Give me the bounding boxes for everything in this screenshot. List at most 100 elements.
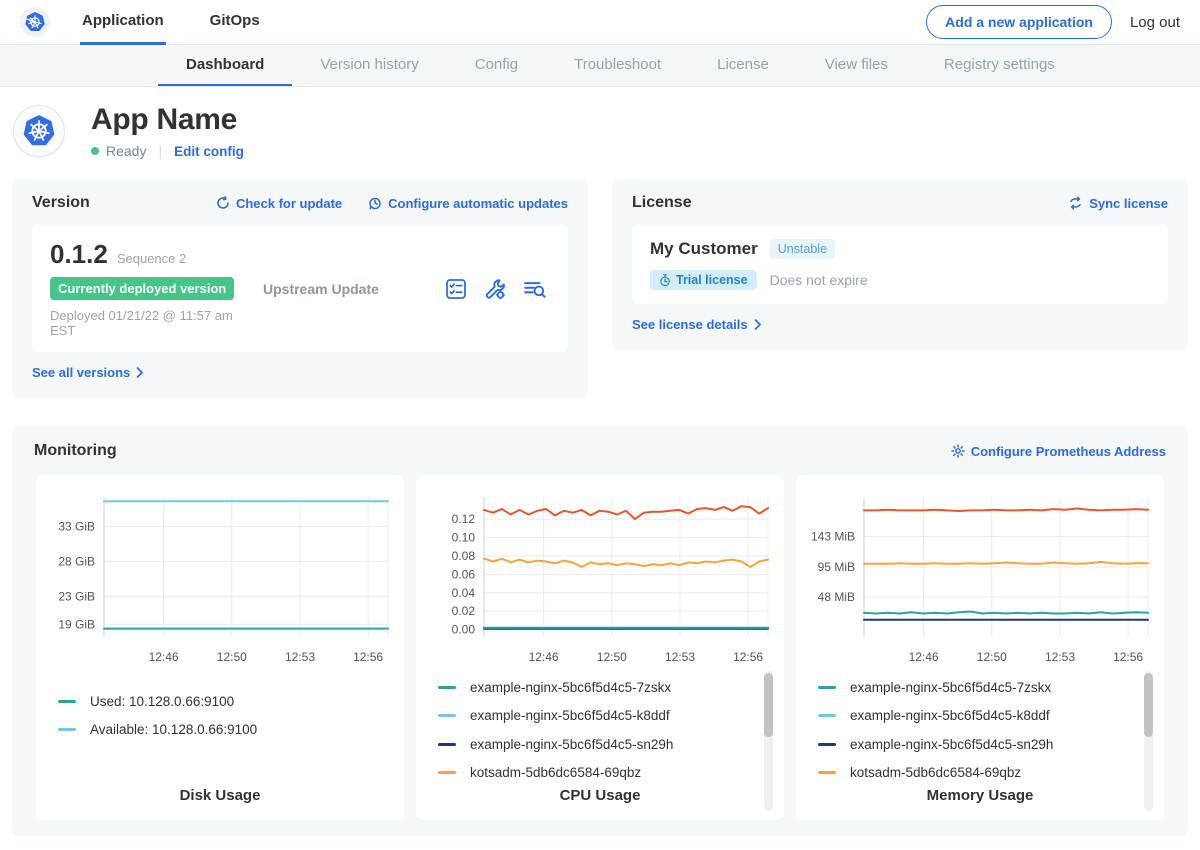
- status-label: Ready: [106, 143, 147, 159]
- legend-scrollbar-track[interactable]: [1144, 671, 1153, 811]
- app-sub-nav: Dashboard Version history Config Trouble…: [0, 45, 1200, 87]
- svg-text:12:50: 12:50: [597, 650, 627, 664]
- chevron-right-icon: [136, 367, 144, 378]
- logout-button[interactable]: Log out: [1129, 13, 1180, 31]
- legend-item: kotsadm-5db6dc6584-69qbz: [818, 759, 1138, 788]
- chart-plot: 12:46 12:50 12:53 12:56 33 GiB 28 GiB 23 GiB 19…: [58, 497, 389, 664]
- license-type-badge: Trial license: [650, 270, 757, 290]
- legend-scrollbar-thumb[interactable]: [764, 673, 773, 737]
- series-color-dash: [58, 728, 76, 732]
- customer-name: My Customer: [650, 239, 758, 258]
- page-title: App Name: [91, 103, 237, 136]
- legend-scrollbar-track[interactable]: [764, 671, 773, 811]
- refresh-icon: [217, 196, 229, 209]
- svg-text:12:46: 12:46: [149, 650, 179, 664]
- legend-item: example-nginx-5bc6f5d4c5-k8ddf: [438, 702, 758, 731]
- legend-item: Available: 10.128.0.66:9100: [58, 716, 378, 745]
- license-expiry: Does not expire: [769, 272, 868, 288]
- nav-tab-application[interactable]: Application: [80, 0, 166, 45]
- series-color-dash: [438, 742, 456, 746]
- checklist-icon[interactable]: [445, 278, 467, 300]
- top-nav: Application GitOps Add a new application…: [0, 0, 1200, 45]
- series-color-dash: [58, 699, 76, 703]
- file-search-icon[interactable]: [523, 278, 546, 300]
- legend-item: kotsadm-5db6dc6584-69qbz: [438, 759, 758, 788]
- svg-text:12:50: 12:50: [217, 650, 247, 664]
- chart-card-disk-usage: 12:46 12:50 12:53 12:56 33 GiB 28 GiB 23 GiB 19…: [36, 475, 404, 820]
- svg-text:33 GiB: 33 GiB: [58, 519, 95, 533]
- chart-plot: 12:46 12:50 12:53 12:56 0.12 0.10 0.08 0.06 0.04…: [452, 497, 769, 664]
- svg-text:12:56: 12:56: [353, 650, 383, 664]
- monitoring-charts: 12:46 12:50 12:53 12:56 33 GiB 28 GiB 23 GiB 19…: [24, 475, 1176, 820]
- svg-text:0.04: 0.04: [452, 586, 476, 600]
- tab-view-files[interactable]: View files: [824, 56, 888, 73]
- tab-config[interactable]: Config: [474, 56, 519, 73]
- monitoring-title: Monitoring: [34, 442, 117, 459]
- svg-text:48 MiB: 48 MiB: [818, 590, 855, 604]
- deployed-timestamp: Deployed 01/21/22 @ 11:57 am EST: [50, 308, 233, 338]
- divider: |: [158, 143, 163, 159]
- stopwatch-icon: [660, 273, 670, 286]
- license-panel: License Sync license My Customer Unstabl…: [612, 179, 1188, 350]
- version-panel-title: Version: [32, 194, 90, 211]
- legend-item: Used: 10.128.0.66:9100: [58, 687, 378, 716]
- clock-refresh-icon: [369, 197, 381, 210]
- deployed-badge: Currently deployed version: [50, 277, 235, 300]
- svg-text:28 GiB: 28 GiB: [58, 554, 95, 568]
- version-source-label: Upstream Update: [263, 280, 379, 297]
- tab-troubleshoot[interactable]: Troubleshoot: [574, 56, 662, 73]
- channel-badge: Unstable: [769, 239, 836, 259]
- series-color-dash: [818, 742, 836, 746]
- tab-registry-settings[interactable]: Registry settings: [943, 56, 1055, 73]
- series-color-dash: [818, 714, 836, 718]
- chart-card-cpu-usage: 12:46 12:50 12:53 12:56 0.12 0.10 0.08 0.06 0.04…: [416, 475, 784, 820]
- svg-text:12:46: 12:46: [529, 650, 559, 664]
- svg-text:0.06: 0.06: [452, 567, 476, 581]
- add-application-button[interactable]: Add a new application: [926, 5, 1112, 39]
- sequence-label: Sequence 2: [116, 251, 187, 266]
- wrench-gear-icon[interactable]: [484, 278, 506, 300]
- series-color-dash: [438, 685, 456, 689]
- svg-text:19 GiB: 19 GiB: [58, 617, 95, 631]
- series-color-dash: [818, 771, 836, 775]
- chart-card-memory-usage: 12:46 12:50 12:53 12:56 143 MiB 95 MiB 48 MiB e…: [796, 475, 1164, 820]
- configure-automatic-updates-link[interactable]: Configure automatic updates: [368, 196, 568, 211]
- monitoring-panel: Monitoring Configure Prometheus Address …: [12, 426, 1188, 836]
- legend-item: example-nginx-5bc6f5d4c5-k8ddf: [818, 702, 1138, 731]
- chart-legend: example-nginx-5bc6f5d4c5-7zskx example-ng…: [416, 665, 784, 811]
- svg-text:12:53: 12:53: [1045, 650, 1075, 664]
- sync-license-link[interactable]: Sync license: [1068, 196, 1168, 211]
- version-panel: Version Check for update Configure autom…: [12, 179, 588, 398]
- kubernetes-logo-icon[interactable]: [20, 7, 50, 37]
- edit-config-link[interactable]: Edit config: [174, 143, 244, 159]
- svg-text:0.12: 0.12: [452, 512, 476, 526]
- svg-text:12:53: 12:53: [665, 650, 695, 664]
- legend-item: example-nginx-5bc6f5d4c5-7zskx: [438, 673, 758, 702]
- sync-arrows-icon: [1070, 196, 1081, 210]
- legend-item: example-nginx-5bc6f5d4c5-7zskx: [818, 673, 1138, 702]
- svg-text:0.10: 0.10: [452, 531, 476, 545]
- app-header: App Name Ready | Edit config: [0, 87, 1200, 173]
- check-for-update-link[interactable]: Check for update: [216, 196, 342, 211]
- tab-version-history[interactable]: Version history: [320, 56, 419, 73]
- legend-item: example-nginx-5bc6f5d4c5-sn29h: [438, 730, 758, 759]
- configure-prometheus-link[interactable]: Configure Prometheus Address: [950, 444, 1166, 459]
- version-number: 0.1.2: [50, 239, 108, 269]
- series-color-dash: [818, 685, 836, 689]
- svg-text:12:56: 12:56: [1113, 650, 1143, 664]
- chevron-right-icon: [754, 319, 761, 330]
- svg-text:0.02: 0.02: [452, 604, 476, 618]
- tab-license[interactable]: License: [717, 56, 769, 73]
- tab-dashboard[interactable]: Dashboard: [158, 45, 293, 86]
- see-all-versions-link[interactable]: See all versions: [32, 365, 144, 380]
- app-avatar-kubernetes-icon: [13, 105, 65, 157]
- see-license-details-link[interactable]: See license details: [632, 317, 762, 332]
- gear-icon: [950, 444, 965, 458]
- svg-text:12:53: 12:53: [285, 650, 315, 664]
- chart-legend: example-nginx-5bc6f5d4c5-7zskx example-ng…: [796, 665, 1164, 811]
- status-dot-icon: [91, 147, 99, 155]
- svg-text:95 MiB: 95 MiB: [818, 560, 855, 574]
- chart-plot: 12:46 12:50 12:53 12:56 143 MiB 95 MiB 48 MiB: [811, 497, 1149, 664]
- legend-scrollbar-thumb[interactable]: [1144, 673, 1153, 737]
- nav-tab-gitops[interactable]: GitOps: [209, 12, 260, 29]
